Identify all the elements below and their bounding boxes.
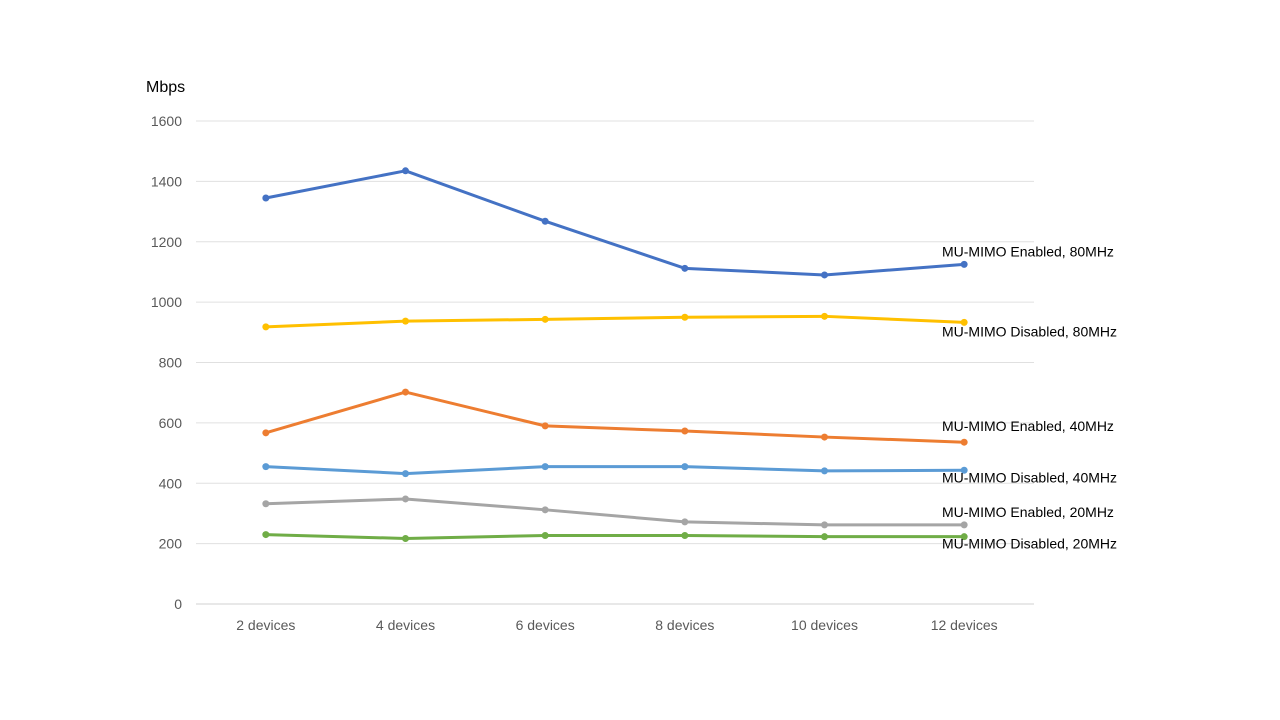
series-line [264, 533, 966, 540]
series-4 [262, 463, 968, 478]
data-point [262, 194, 270, 202]
data-point [960, 533, 968, 541]
data-point [821, 467, 828, 475]
x-tick-label: 2 devices [236, 617, 295, 633]
data-point [402, 167, 409, 175]
y-tick-label: 200 [159, 536, 183, 552]
data-point [402, 534, 409, 542]
series-line [264, 169, 966, 277]
y-tick-label: 600 [159, 415, 183, 431]
x-tick-label: 4 devices [376, 617, 435, 633]
x-tick-label: 10 devices [791, 617, 858, 633]
data-point [960, 521, 968, 529]
data-point [402, 495, 409, 503]
data-point [960, 260, 968, 268]
x-axis-ticks: 2 devices 4 devices 6 devices 8 devices 10 d… [236, 617, 997, 633]
data-point [262, 463, 270, 471]
data-point [681, 264, 689, 272]
series-label: MU-MIMO Disabled, 40MHz [942, 469, 1117, 485]
data-point [541, 463, 549, 471]
series-labels: MU-MIMO Enabled, 80MHz MU-MIMO Disabled, … [942, 243, 1117, 551]
data-point [821, 312, 828, 320]
series-3 [262, 388, 968, 446]
y-tick-label: 1400 [151, 173, 182, 189]
y-tick-label: 1200 [151, 234, 182, 250]
data-point [541, 506, 549, 514]
series-label: MU-MIMO Enabled, 20MHz [942, 504, 1114, 520]
data-point [960, 318, 968, 326]
series-line [264, 465, 966, 476]
data-point [681, 531, 689, 539]
y-tick-label: 1000 [151, 294, 182, 310]
series-1 [262, 167, 968, 279]
y-tick-label: 1600 [151, 113, 182, 129]
data-point [541, 531, 549, 539]
gridlines [196, 120, 1034, 605]
series-lines [262, 167, 968, 542]
y-tick-label: 0 [174, 596, 182, 612]
data-point [821, 533, 828, 541]
data-point [402, 317, 409, 325]
data-point [402, 470, 409, 478]
series-label: MU-MIMO Disabled, 20MHz [942, 536, 1117, 552]
data-point [821, 521, 828, 529]
data-point [681, 463, 689, 471]
data-point [262, 323, 270, 331]
series-2 [262, 312, 968, 331]
data-point [821, 271, 828, 279]
data-point [681, 427, 689, 435]
data-point [681, 313, 689, 321]
data-point [681, 518, 689, 526]
y-axis-ticks: 0 200 400 600 800 1000 1200 1400 1600 [151, 113, 182, 612]
data-point [960, 466, 968, 474]
series-line [264, 390, 966, 444]
data-point [262, 531, 270, 539]
series-label: MU-MIMO Enabled, 80MHz [942, 243, 1114, 259]
y-tick-label: 400 [159, 475, 183, 491]
data-point [541, 217, 549, 225]
y-tick-label: 800 [159, 355, 183, 371]
data-point [541, 315, 549, 323]
x-tick-label: 8 devices [655, 617, 714, 633]
data-point [821, 433, 828, 441]
series-line [264, 497, 966, 527]
y-axis-label: Mbps [146, 79, 185, 96]
data-point [402, 388, 409, 396]
series-label: MU-MIMO Enabled, 40MHz [942, 418, 1114, 434]
series-label: MU-MIMO Disabled, 80MHz [942, 323, 1117, 339]
series-6 [262, 531, 968, 542]
data-point [960, 438, 968, 446]
x-tick-label: 12 devices [931, 617, 998, 633]
x-tick-label: 6 devices [516, 617, 575, 633]
data-point [541, 422, 549, 430]
data-point [262, 500, 270, 508]
series-line [264, 314, 966, 329]
series-5 [262, 495, 968, 529]
data-point [262, 429, 270, 437]
